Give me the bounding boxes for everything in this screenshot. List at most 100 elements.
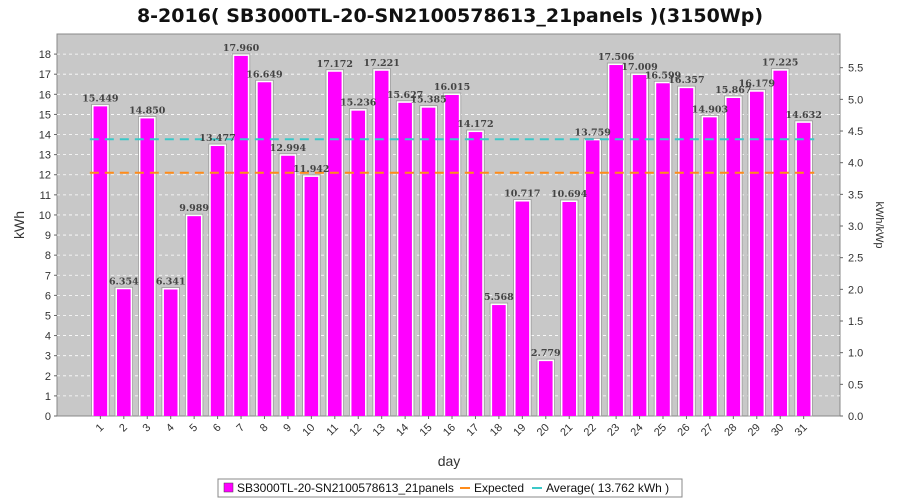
x-tick-label: 10	[300, 422, 317, 439]
x-tick-label: 4	[164, 422, 177, 435]
bar	[163, 289, 178, 416]
bar-value-label: 15.385	[410, 95, 446, 106]
x-tick-label: 5	[187, 422, 200, 435]
x-tick-label: 11	[324, 422, 341, 439]
bar	[210, 146, 225, 416]
x-tick-label: 26	[675, 422, 692, 439]
bar-value-label: 11.942	[293, 164, 329, 175]
y2-tick-label: 0.5	[848, 379, 863, 391]
y2-tick-label: 5.5	[848, 63, 863, 75]
bar-value-label: 16.599	[645, 70, 682, 81]
y2-tick-label: 1.5	[848, 316, 863, 328]
bar-value-label: 6.341	[156, 277, 186, 288]
bar-value-label: 13.477	[199, 133, 235, 144]
x-tick-label: 2	[117, 422, 130, 435]
bar-value-label: 16.015	[434, 82, 470, 93]
bar-value-label: 17.009	[621, 62, 658, 73]
y-tick-label: 9	[45, 230, 51, 242]
bar	[562, 201, 577, 416]
legend-label-bars: SB3000TL-20-SN2100578613_21panels	[237, 481, 454, 495]
value-labels: 15.449 6.354 14.850 6.341 9.989 13.477 17.960 1…	[82, 43, 822, 359]
y-tick-label: 4	[45, 331, 51, 343]
bar	[515, 201, 530, 416]
y-tick-label: 1	[45, 391, 51, 403]
x-tick-label: 24	[629, 422, 646, 439]
y2-tick-label: 3.0	[848, 221, 863, 233]
y2-tick-label: 5.0	[848, 94, 863, 106]
reference-lines	[89, 138, 815, 174]
bar-value-label: 14.632	[785, 110, 821, 121]
y-tick-label: 5	[45, 310, 51, 322]
y2-tick-label: 0.0	[848, 411, 863, 423]
x-tick-label: 23	[605, 422, 622, 439]
legend-swatch-bars	[223, 482, 234, 493]
y-tick-label: 15	[39, 109, 51, 121]
y2-tick-label: 2.5	[848, 253, 863, 265]
bar-value-label: 2.779	[531, 348, 561, 359]
bar	[773, 70, 788, 417]
bar-value-label: 10.694	[551, 189, 588, 200]
y2-tick-label: 2.0	[848, 284, 863, 296]
y-tick-label: 2	[45, 371, 51, 383]
bar-value-label: 12.994	[270, 143, 307, 154]
legend-box	[217, 478, 683, 498]
bar-value-label: 15.867	[715, 85, 751, 96]
bar	[538, 361, 553, 416]
bar	[609, 65, 623, 416]
bar-value-label: 17.506	[598, 52, 635, 63]
bar	[632, 75, 647, 417]
bars	[91, 53, 813, 417]
bar	[796, 122, 811, 416]
chart-title: 8-2016( SB3000TL-20-SN2100578613_21panel…	[137, 5, 763, 27]
bar-value-label: 10.717	[504, 189, 540, 200]
y-tick-label: 0	[45, 411, 51, 423]
x-tick-label: 20	[535, 422, 552, 439]
y2-tick-label: 4.0	[848, 158, 863, 170]
x-tick-label: 18	[488, 422, 505, 439]
x-tick-label: 12	[347, 422, 364, 439]
y-tick-label: 8	[45, 250, 51, 262]
x-tick-label: 13	[371, 422, 388, 439]
bar-value-label: 17.960	[223, 43, 260, 54]
bar-value-label: 14.903	[692, 104, 728, 115]
legend-label-average: Average( 13.762 kWh )	[546, 481, 669, 495]
bar	[703, 117, 717, 416]
bar-value-label: 16.357	[668, 75, 704, 86]
x-tick-label: 30	[769, 422, 786, 439]
bar-value-label: 15.236	[340, 98, 377, 109]
y-tick-label: 11	[40, 190, 51, 202]
y-tick-label: 10	[39, 210, 51, 222]
bar	[281, 155, 295, 417]
bar-value-label: 5.568	[484, 292, 514, 303]
bar-value-label: 16.649	[246, 69, 283, 80]
bar	[257, 82, 272, 417]
x-tick-label: 21	[558, 422, 575, 439]
bar-value-label: 17.172	[317, 59, 353, 70]
y-tick-label: 12	[39, 170, 51, 182]
x-tick-label: 29	[746, 422, 763, 439]
bar	[656, 83, 670, 416]
x-tick-label: 22	[582, 422, 599, 439]
y2-tick-label: 4.5	[848, 126, 863, 138]
x-tick-label: 9	[281, 422, 294, 435]
bar	[328, 71, 342, 417]
x-tick-label: 1	[94, 422, 107, 435]
bar-value-label: 15.449	[82, 93, 119, 104]
x-tick-label: 15	[418, 422, 435, 439]
y2-axis-label: kWh/kWp	[873, 201, 885, 248]
bar	[351, 110, 366, 416]
y-tick-label: 13	[39, 150, 51, 162]
x-axis-label: day	[438, 453, 461, 469]
bar	[492, 305, 506, 416]
bar	[398, 102, 412, 416]
x-tick-label: 14	[394, 422, 411, 439]
bar	[749, 91, 764, 416]
y-tick-label: 3	[45, 351, 51, 363]
bar	[468, 132, 483, 416]
bar-value-label: 16.179	[739, 79, 776, 90]
x-tick-label: 3	[141, 422, 154, 435]
bar	[445, 95, 459, 416]
y-tick-label: 17	[39, 69, 51, 81]
bar-value-label: 14.172	[457, 119, 493, 130]
